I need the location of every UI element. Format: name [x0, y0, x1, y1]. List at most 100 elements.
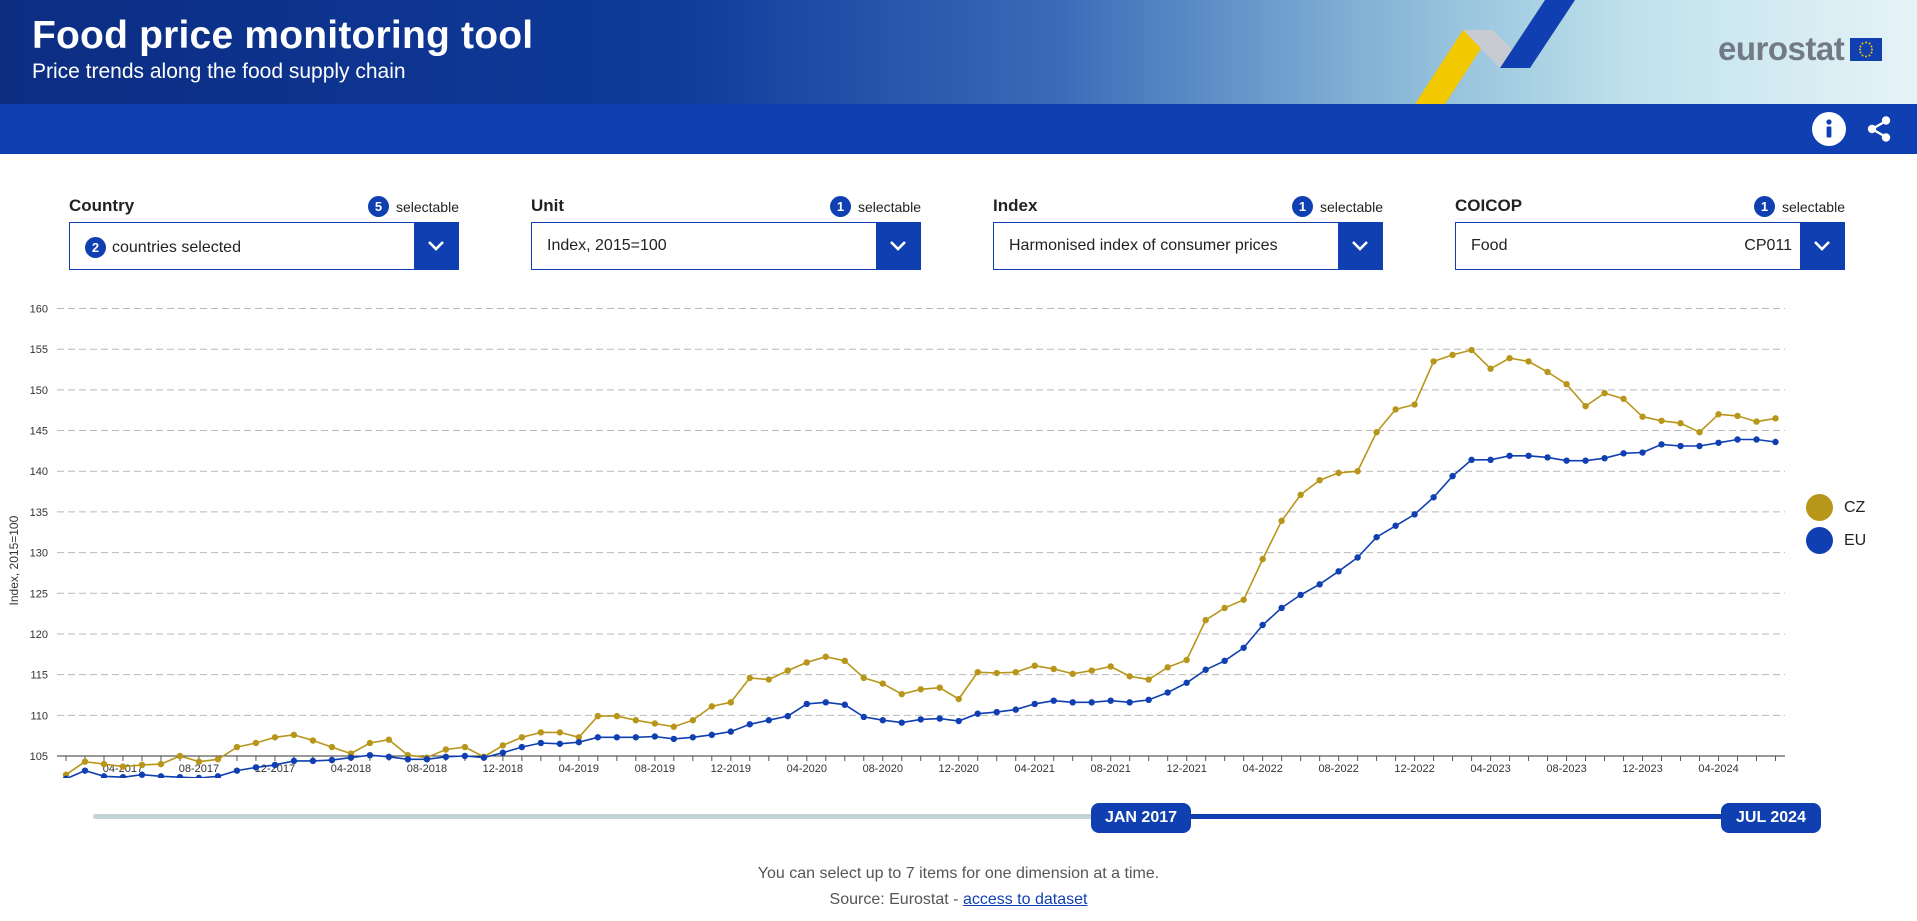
- data-point-cz: [1563, 380, 1570, 388]
- time-slider-track[interactable]: [93, 814, 1103, 819]
- selection-note: You can select up to 7 items for one dim…: [757, 865, 1160, 882]
- x-tick-label: 04-2020: [787, 763, 827, 775]
- country-dropdown[interactable]: 2 countries selected: [69, 222, 459, 270]
- dropdown-value: countries selected: [112, 238, 241, 256]
- data-point-cz: [917, 686, 924, 693]
- x-tick-label: 08-2018: [407, 763, 447, 775]
- time-slider-end-handle[interactable]: JUL 2024: [1721, 803, 1821, 833]
- coicop-filter: COICOP 1 selectable Food CP011: [1455, 196, 1845, 271]
- data-point-eu: [917, 716, 924, 723]
- dropdown-value: Food: [1471, 237, 1508, 254]
- data-point-cz: [537, 729, 545, 736]
- data-point-cz: [176, 752, 184, 760]
- time-slider-range[interactable]: [1143, 814, 1733, 819]
- chevron-down-icon[interactable]: [1338, 223, 1382, 269]
- access-dataset-link[interactable]: access to dataset: [962, 891, 1088, 908]
- data-point-cz: [1677, 420, 1684, 427]
- data-point-cz: [1183, 656, 1190, 664]
- legend-marker: [1806, 527, 1833, 554]
- data-point-eu: [176, 773, 184, 778]
- filter-label: Index: [993, 196, 1038, 215]
- y-tick-label: 135: [30, 507, 48, 519]
- source-line: Source: Eurostat - access to dataset: [0, 891, 1917, 909]
- data-point-eu: [1202, 666, 1209, 673]
- chevron-down-icon[interactable]: [876, 223, 920, 269]
- count-badge: 5: [367, 196, 389, 217]
- data-point-eu: [1563, 457, 1570, 464]
- data-point-eu: [879, 717, 886, 724]
- index-dropdown[interactable]: Harmonised index of consumer prices: [993, 222, 1383, 270]
- data-point-eu: [1506, 452, 1513, 459]
- data-point-eu: [974, 710, 981, 717]
- y-tick-label: 130: [30, 548, 48, 560]
- data-point-eu: [575, 738, 583, 746]
- x-tick-label: 04-2021: [1015, 763, 1055, 775]
- data-point-eu: [765, 717, 772, 724]
- data-point-cz: [556, 729, 564, 736]
- data-point-eu: [670, 735, 678, 743]
- x-tick-label: 12-2021: [1166, 763, 1206, 775]
- data-point-eu: [860, 713, 867, 721]
- data-point-eu: [480, 754, 488, 761]
- data-point-cz: [765, 676, 772, 683]
- unit-dropdown[interactable]: Index, 2015=100: [531, 222, 921, 270]
- data-point-eu: [1031, 700, 1038, 708]
- data-point-cz: [689, 717, 697, 724]
- data-point-eu: [1354, 554, 1361, 561]
- coicop-dropdown[interactable]: Food CP011: [1455, 222, 1845, 270]
- legend-label: CZ: [1844, 498, 1866, 516]
- x-tick-label: 12-2023: [1622, 763, 1662, 775]
- data-point-eu: [1753, 436, 1760, 443]
- data-point-cz: [461, 743, 469, 751]
- data-point-cz: [1278, 517, 1285, 525]
- data-point-cz: [271, 734, 279, 741]
- y-tick-label: 110: [30, 710, 48, 722]
- y-axis-label: Index, 2015=100: [7, 515, 21, 605]
- data-point-cz: [974, 668, 981, 676]
- data-point-eu: [1126, 699, 1133, 706]
- series-line-eu: [65, 438, 1776, 778]
- data-point-eu: [898, 719, 905, 726]
- data-point-cz: [1430, 358, 1437, 365]
- selectable-label: selectable: [395, 198, 459, 215]
- data-point-eu: [651, 733, 659, 740]
- data-point-eu: [1582, 457, 1589, 464]
- data-point-eu: [1430, 494, 1437, 501]
- selectable-count: 1 selectable: [829, 196, 921, 217]
- legend-item-cz[interactable]: CZ: [1806, 494, 1865, 521]
- time-slider-start-handle[interactable]: JAN 2017: [1091, 803, 1191, 833]
- data-point-eu: [1107, 697, 1114, 704]
- share-icon[interactable]: [1862, 112, 1896, 146]
- chevron-down-icon[interactable]: [1800, 223, 1844, 269]
- count-badge: 1: [829, 196, 851, 217]
- data-point-eu: [366, 751, 374, 759]
- data-point-eu: [708, 731, 716, 739]
- data-point-cz: [1506, 354, 1513, 362]
- data-point-eu: [1601, 455, 1608, 462]
- data-point-eu: [499, 749, 507, 756]
- data-point-eu: [233, 767, 241, 774]
- chevron-down-icon[interactable]: [414, 223, 458, 269]
- data-point-eu: [1639, 449, 1646, 456]
- data-point-eu: [689, 734, 697, 741]
- data-point-cz: [708, 703, 716, 710]
- x-tick-label: 08-2017: [179, 763, 219, 775]
- data-point-eu: [385, 753, 393, 761]
- data-point-eu: [423, 756, 431, 763]
- coicop-code: CP011: [1744, 237, 1792, 254]
- data-point-cz: [1164, 664, 1171, 671]
- y-tick-label: 150: [30, 385, 48, 397]
- data-point-cz: [936, 684, 943, 691]
- data-point-eu: [328, 756, 336, 764]
- data-point-eu: [727, 728, 735, 735]
- filter-label: COICOP: [1455, 196, 1523, 215]
- legend-item-eu[interactable]: EU: [1806, 527, 1866, 554]
- data-point-cz: [1107, 663, 1114, 670]
- data-point-eu: [100, 773, 108, 778]
- info-icon[interactable]: [1812, 112, 1846, 146]
- data-point-cz: [1240, 596, 1247, 603]
- data-point-eu: [1677, 442, 1684, 450]
- data-point-eu: [594, 734, 602, 741]
- data-point-cz: [1221, 604, 1228, 612]
- data-point-eu: [271, 761, 279, 769]
